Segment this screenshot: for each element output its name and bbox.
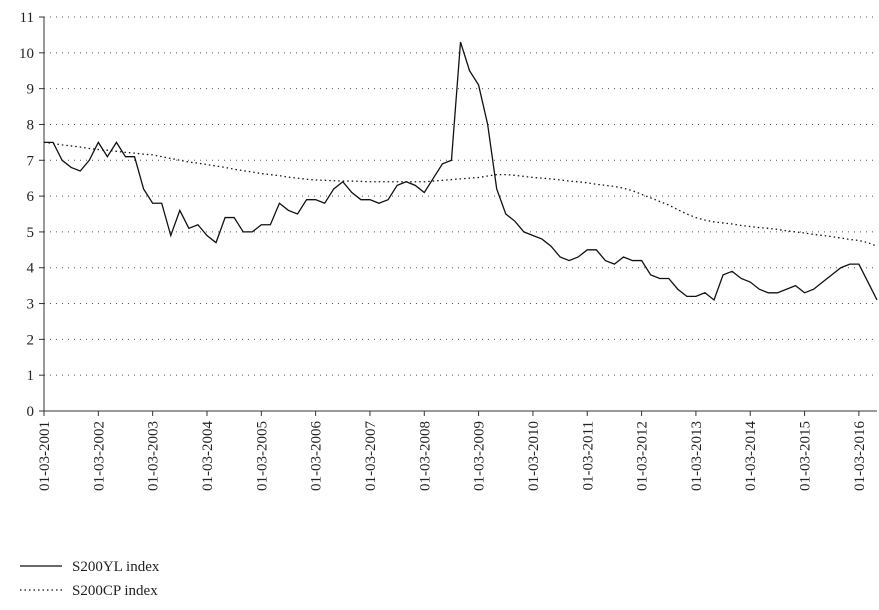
y-tick-label: 9 [27, 82, 35, 98]
y-tick-label: 1 [27, 368, 35, 384]
x-tick-label: 01-03-2014 [743, 421, 759, 491]
series-line [44, 41, 878, 302]
x-tick-label: 01-03-2004 [200, 421, 216, 491]
x-tick-label: 01-03-2015 [798, 421, 814, 491]
y-tick-label: 3 [27, 297, 35, 313]
y-tick-label: 0 [27, 404, 35, 420]
legend-label: S200CP index [72, 583, 158, 599]
x-tick-label: 01-03-2003 [146, 421, 162, 491]
legend-label: S200YL index [72, 559, 160, 575]
x-tick-label: 01-03-2012 [635, 421, 651, 491]
y-tick-label: 11 [20, 10, 34, 26]
x-tick-label: 01-03-2016 [852, 421, 868, 491]
x-tick-label: 01-03-2008 [417, 421, 433, 491]
x-tick-label: 01-03-2013 [689, 421, 705, 491]
y-tick-label: 7 [27, 153, 35, 169]
x-tick-label: 01-03-2001 [37, 421, 53, 491]
y-tick-label: 2 [27, 332, 35, 348]
x-tick-label: 01-03-2007 [363, 421, 379, 491]
y-tick-label: 5 [27, 225, 35, 241]
y-tick-label: 6 [27, 189, 35, 205]
x-tick-label: 01-03-2010 [526, 421, 542, 491]
x-tick-label: 01-03-2011 [580, 421, 596, 490]
x-tick-label: 01-03-2002 [91, 421, 107, 491]
y-tick-label: 10 [19, 46, 34, 62]
x-tick-label: 01-03-2009 [472, 421, 488, 491]
y-tick-label: 4 [27, 261, 35, 277]
x-tick-label: 01-03-2005 [254, 421, 270, 491]
series-line [43, 141, 878, 247]
x-tick-label: 01-03-2006 [309, 421, 325, 491]
y-tick-label: 8 [27, 117, 35, 133]
